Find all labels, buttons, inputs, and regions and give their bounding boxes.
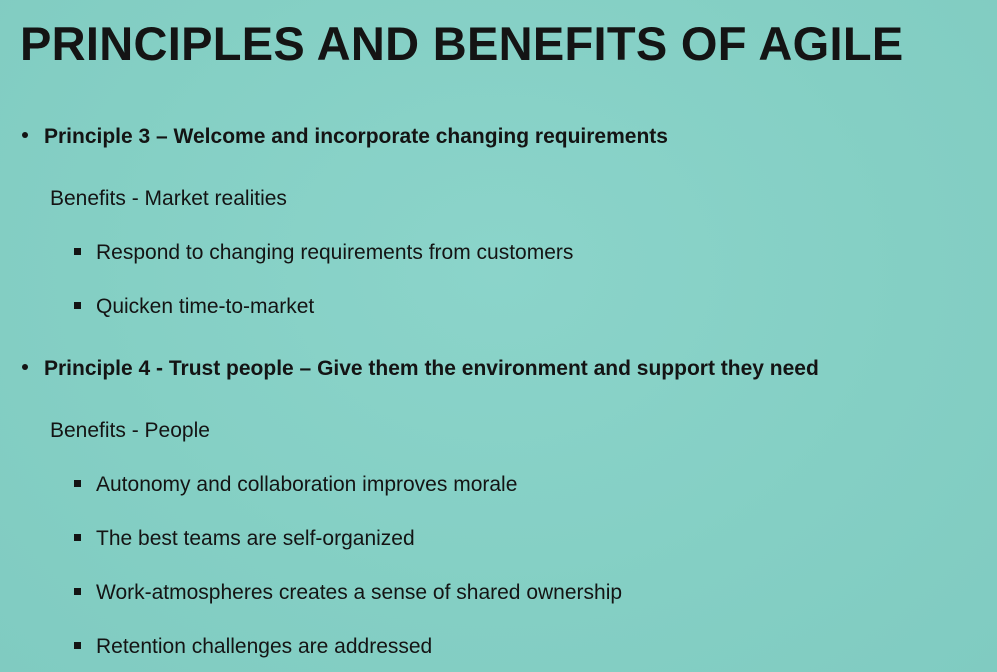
benefit-point: Work-atmospheres creates a sense of shar…: [74, 580, 622, 606]
principle-3-text: Principle 3 – Welcome and incorporate ch…: [44, 125, 668, 148]
benefit-point: Retention challenges are addressed: [74, 634, 432, 660]
bullet-square-icon: [74, 641, 81, 649]
bullet-square-icon: [74, 533, 81, 541]
benefit-point: Quicken time-to-market: [74, 294, 314, 320]
benefit-point-text: Retention challenges are addressed: [96, 635, 433, 658]
benefit-point-text: Autonomy and collaboration improves mora…: [96, 473, 518, 496]
bullet-square-icon: [74, 301, 81, 309]
benefit-point: Autonomy and collaboration improves mora…: [74, 472, 517, 498]
bullet-square-icon: [74, 587, 81, 595]
bullet-dot-icon: [22, 364, 28, 371]
benefit-point: The best teams are self-organized: [74, 526, 415, 552]
slide-title: PRINCIPLES AND BENEFITS OF AGILE: [20, 17, 904, 70]
benefit-point-text: Work-atmospheres creates a sense of shar…: [96, 581, 623, 604]
bullet-square-icon: [74, 247, 81, 255]
principle-4-text: Principle 4 - Trust people – Give them t…: [44, 357, 819, 380]
benefit-point: Respond to changing requirements from cu…: [74, 240, 573, 266]
benefit-point-text: Quicken time-to-market: [96, 295, 315, 318]
benefit-point-text: Respond to changing requirements from cu…: [96, 241, 574, 264]
bullet-dot-icon: [22, 132, 28, 139]
benefits-market-realities-heading: Benefits - Market realities: [50, 187, 287, 210]
bullet-square-icon: [74, 479, 81, 487]
benefit-point-text: The best teams are self-organized: [96, 527, 415, 550]
principle-3-item: Principle 3 – Welcome and incorporate ch…: [22, 124, 668, 150]
benefits-people-heading: Benefits - People: [50, 419, 210, 442]
principle-4-item: Principle 4 - Trust people – Give them t…: [22, 356, 819, 382]
